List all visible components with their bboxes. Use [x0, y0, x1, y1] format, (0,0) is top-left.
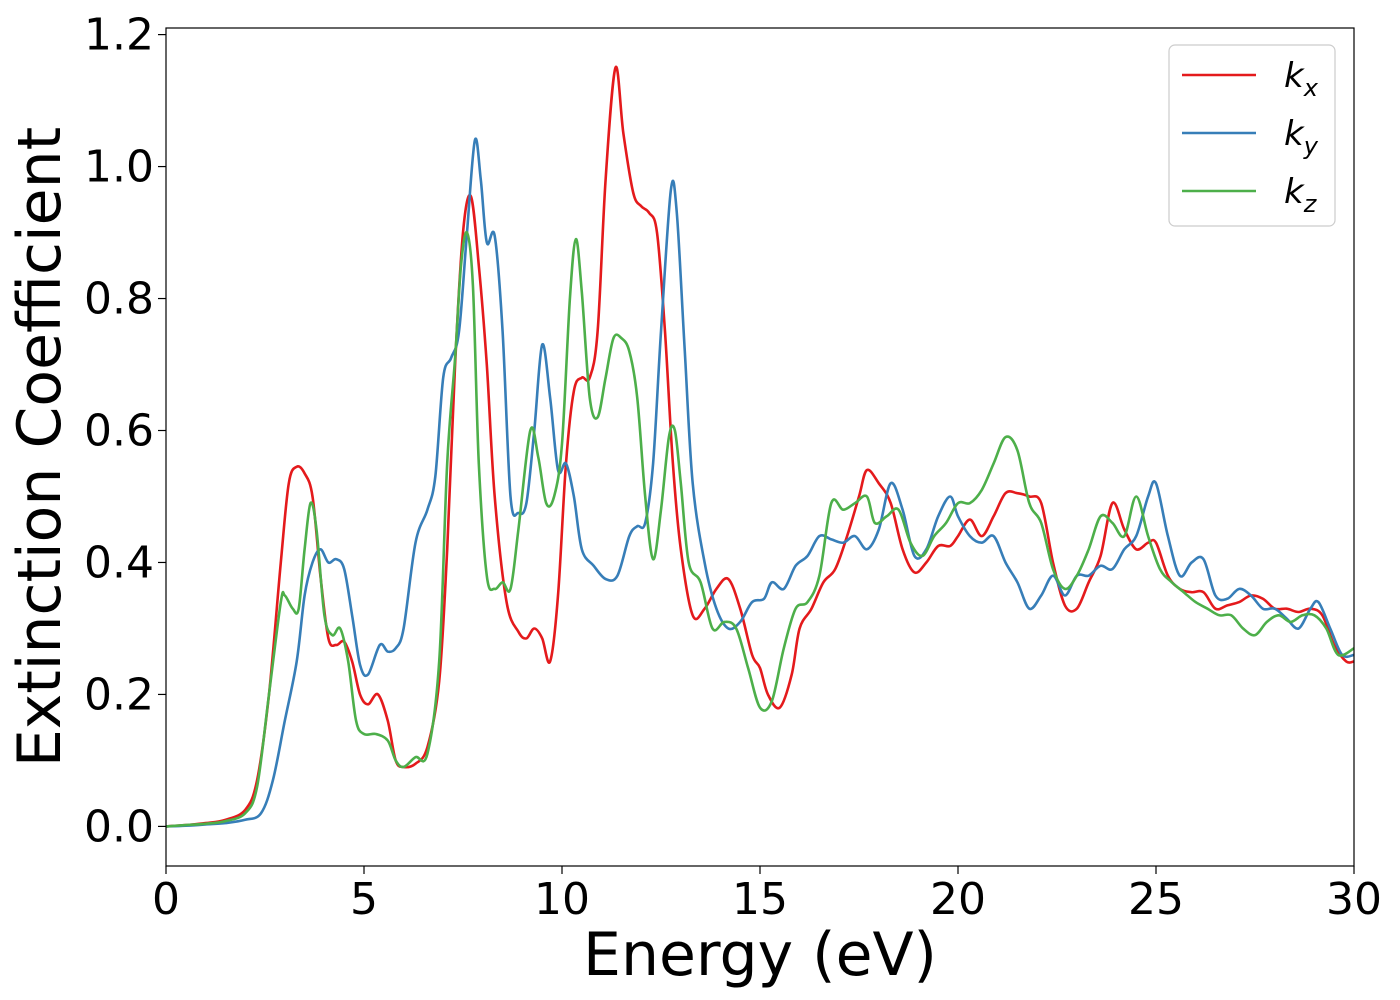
x-tick-label: 10 — [534, 874, 590, 925]
y-axis-label: Extinction Coefficient — [5, 127, 75, 767]
legend-label-kx: kx — [1284, 56, 1319, 102]
legend-label-kz: kz — [1284, 172, 1318, 218]
legend: kx ky kz — [1168, 44, 1336, 227]
y-tick-label: 1.2 — [84, 10, 154, 61]
x-tick-label: 0 — [152, 874, 180, 925]
y-axis: 0.0 0.2 0.4 0.6 0.8 1.0 1.2 — [84, 10, 166, 852]
y-tick-label: 0.4 — [84, 537, 154, 588]
x-axis: 0 5 10 15 20 25 30 — [152, 866, 1382, 925]
series-line-ky — [166, 137, 1354, 828]
x-tick-label: 20 — [930, 874, 986, 925]
y-tick-label: 0.2 — [84, 669, 154, 720]
y-tick-label: 0.8 — [84, 274, 154, 325]
x-axis-label: Energy (eV) — [583, 920, 937, 990]
x-tick-label: 15 — [732, 874, 788, 925]
series-layer — [166, 65, 1354, 828]
y-tick-label: 0.0 — [84, 801, 154, 852]
series-line-kz — [166, 230, 1354, 828]
x-tick-label: 25 — [1128, 874, 1184, 925]
y-tick-label: 1.0 — [84, 142, 154, 193]
x-tick-label: 5 — [350, 874, 378, 925]
legend-label-ky: ky — [1284, 114, 1319, 160]
x-tick-label: 30 — [1326, 874, 1382, 925]
y-tick-label: 0.6 — [84, 406, 154, 457]
legend-box — [1168, 44, 1336, 227]
